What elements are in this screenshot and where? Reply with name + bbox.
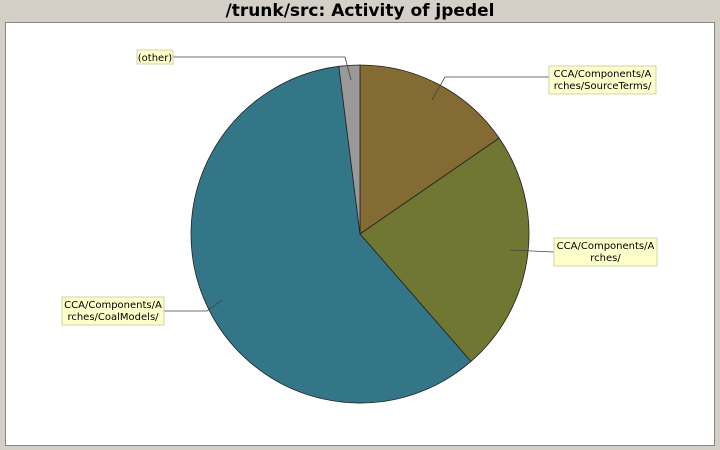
slice-label-text: rches/CoalModels/ [67, 312, 159, 323]
slice-label: (other) [136, 49, 174, 65]
pie-slice-4 [338, 64, 361, 235]
pie-slice-3 [190, 65, 472, 404]
slice-label-text: CCA/Components/A [554, 69, 652, 80]
slice-label-text: rches/ [590, 253, 621, 264]
slice-label-text: rches/SourceTerms/ [554, 81, 652, 92]
chart-title: /trunk/src: Activity of jpedel [225, 1, 495, 21]
label-leader-line [173, 56, 352, 81]
label-leader-line [164, 299, 223, 312]
pie-slice-2 [359, 137, 530, 363]
slice-label-text: CCA/Components/A [64, 300, 162, 311]
label-leader-line [509, 249, 555, 253]
slice-label-text: (other) [138, 53, 173, 64]
slice-label-text: CCA/Components/A [557, 241, 655, 252]
pie-slice-1 [359, 64, 500, 235]
label-leader-line [431, 76, 549, 101]
